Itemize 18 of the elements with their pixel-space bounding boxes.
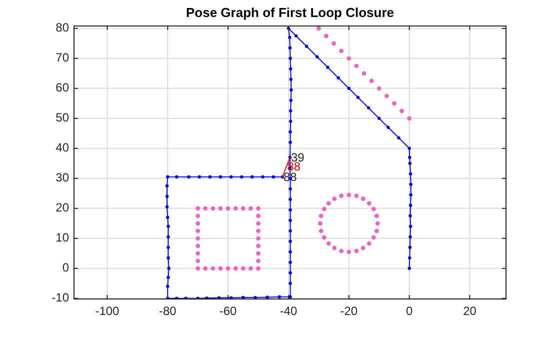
y-tick-label: 0	[62, 260, 70, 275]
x-tick-label: -20	[340, 304, 358, 318]
y-tick-label: 70	[56, 50, 70, 65]
y-tick-label: -10	[52, 290, 70, 305]
y-tick-label: 60	[56, 80, 70, 95]
chart-title: Pose Graph of First Loop Closure	[186, 5, 394, 20]
x-tick-label: -100	[95, 304, 120, 318]
y-tick-label: 10	[56, 230, 70, 245]
x-tick-label: -60	[219, 304, 238, 318]
y-tick-label: 20	[56, 200, 70, 215]
y-tick-label: 30	[56, 170, 70, 185]
y-tick-label: 80	[56, 20, 70, 35]
y-tick-label: 50	[56, 110, 70, 125]
y-tick-label: 40	[56, 140, 70, 155]
x-tick-label: -80	[158, 304, 177, 318]
x-tick-label: 20	[463, 304, 477, 318]
x-tick-label: -40	[280, 304, 298, 318]
x-tick-label: 0	[406, 304, 413, 318]
